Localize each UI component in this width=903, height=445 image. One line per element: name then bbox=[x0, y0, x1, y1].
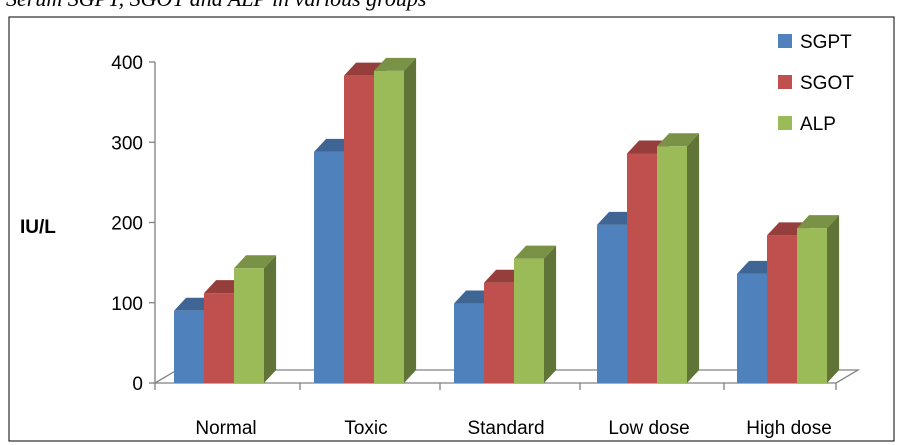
cropped-caption: Serum SGPT, SGOT and ALP in various grou… bbox=[6, 0, 896, 12]
bar-alp-standard bbox=[514, 245, 557, 383]
bar-top bbox=[797, 215, 840, 229]
chart-border bbox=[8, 16, 895, 442]
bar-front bbox=[767, 235, 797, 383]
bar-front bbox=[484, 282, 514, 383]
bar-top bbox=[374, 57, 417, 71]
x-tick-label: Toxic bbox=[344, 418, 387, 439]
y-axis-label: IU/L bbox=[20, 217, 56, 238]
y-tick-label: 300 bbox=[111, 133, 143, 154]
bar-front bbox=[374, 70, 404, 383]
legend-label-sgpt: SGPT bbox=[800, 32, 852, 53]
bar-front bbox=[627, 153, 657, 383]
bar-front bbox=[174, 310, 204, 383]
y-tick-label: 100 bbox=[111, 294, 143, 315]
bar-front bbox=[454, 303, 484, 383]
legend-swatch-sgot bbox=[778, 75, 792, 89]
bar-side bbox=[827, 215, 840, 383]
x-tick-label: Normal bbox=[195, 418, 256, 439]
x-tick-label: Low dose bbox=[608, 418, 689, 439]
legend-swatch-alp bbox=[778, 116, 792, 130]
axes bbox=[149, 61, 837, 390]
bar-top bbox=[234, 255, 277, 269]
bar-side bbox=[264, 255, 277, 383]
x-tick-label: High dose bbox=[746, 418, 832, 439]
bar-alp-low-dose bbox=[657, 133, 700, 383]
x-tick-label: Standard bbox=[467, 418, 544, 439]
bar-side bbox=[687, 133, 700, 383]
y-tick-label: 200 bbox=[111, 214, 143, 235]
y-tick-label: 400 bbox=[111, 53, 143, 74]
bar-front bbox=[597, 224, 627, 383]
bar-alp-high-dose bbox=[797, 215, 840, 383]
legend-label-alp: ALP bbox=[800, 114, 836, 135]
legend: SGPT SGOT ALP bbox=[778, 32, 854, 135]
legend-swatch-sgpt bbox=[778, 34, 792, 48]
bar-alp-normal bbox=[234, 255, 277, 383]
bar-front bbox=[344, 75, 374, 383]
bar-front bbox=[737, 273, 767, 383]
bar-front bbox=[314, 151, 344, 383]
bar-front bbox=[514, 258, 544, 383]
bar-front bbox=[234, 268, 264, 383]
bar-side bbox=[544, 245, 557, 383]
y-tick-labels: 0 100 200 300 400 bbox=[111, 53, 143, 395]
legend-label-sgot: SGOT bbox=[800, 73, 854, 94]
x-tick-labels: Normal Toxic Standard Low dose High dose bbox=[195, 418, 831, 439]
y-tick-label: 0 bbox=[132, 374, 143, 395]
bar-top bbox=[657, 133, 700, 147]
bar-alp-toxic bbox=[374, 57, 417, 383]
bar-side bbox=[404, 57, 417, 383]
bar-front bbox=[204, 293, 234, 383]
bar-top bbox=[514, 245, 557, 259]
bar-front bbox=[797, 228, 827, 383]
bar-front bbox=[657, 146, 687, 383]
bars bbox=[174, 57, 840, 383]
